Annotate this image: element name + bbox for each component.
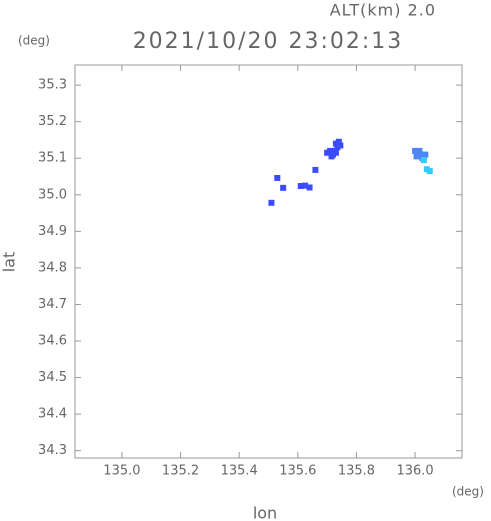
x-unit: (deg) — [452, 485, 484, 499]
echo-point — [328, 153, 335, 160]
y-unit: (deg) — [18, 34, 50, 48]
y-tick-label: 34.3 — [38, 443, 67, 458]
x-tick-label: 135.8 — [338, 464, 375, 479]
echo-point — [297, 183, 304, 190]
echo-point — [324, 149, 331, 156]
x-tick-label: 135.6 — [279, 464, 316, 479]
echo-point — [422, 151, 429, 158]
y-tick-label: 35.2 — [38, 114, 67, 129]
plot-frame — [74, 64, 463, 459]
echo-point — [268, 199, 275, 206]
y-tick-label: 35.3 — [38, 78, 67, 93]
echo-point — [280, 184, 287, 191]
y-tick-label: 35.0 — [38, 187, 67, 202]
x-tick-label: 135.2 — [162, 464, 199, 479]
echo-point — [274, 174, 281, 181]
echo-point — [420, 157, 427, 164]
y-tick-label: 34.4 — [38, 407, 67, 422]
x-tick-label: 136.0 — [396, 464, 433, 479]
y-tick-label: 34.6 — [38, 334, 67, 349]
echo-point — [302, 182, 309, 189]
x-tick-label: 135.4 — [221, 464, 258, 479]
echo-point — [306, 184, 313, 191]
y-tick-label: 35.1 — [38, 151, 67, 166]
echo-point — [335, 138, 342, 145]
x-axis-label: lon — [253, 504, 277, 521]
chart-title: 2021/10/20 23:02:13 — [133, 29, 404, 54]
echo-point — [416, 147, 423, 154]
echo-point — [413, 153, 420, 160]
x-tick-label: 135.0 — [103, 464, 140, 479]
echo-point — [426, 168, 433, 175]
y-axis-label: lat — [0, 252, 19, 273]
y-tick-label: 34.7 — [38, 297, 67, 312]
echo-point — [337, 142, 344, 149]
y-tick-label: 34.8 — [38, 260, 67, 275]
y-tick-label: 34.5 — [38, 370, 67, 385]
y-tick-label: 34.9 — [38, 224, 67, 239]
echo-point — [312, 166, 319, 173]
altitude: ALT(km) 2.0 — [330, 1, 436, 20]
